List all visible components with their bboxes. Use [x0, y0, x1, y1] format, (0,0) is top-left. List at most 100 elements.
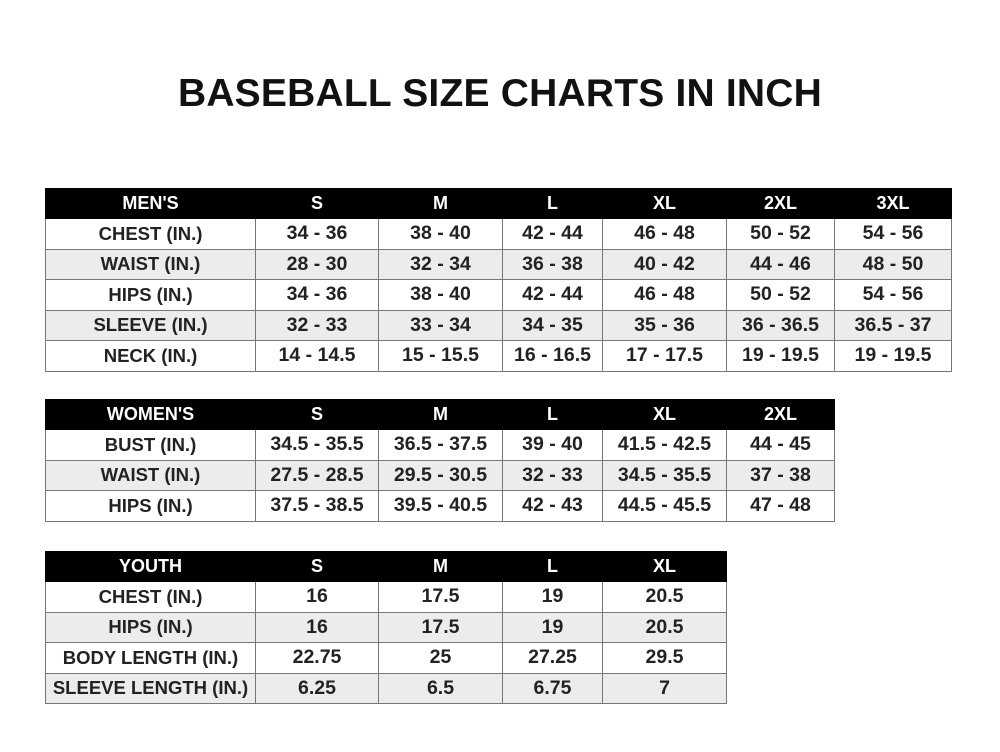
size-value: 54 - 56: [834, 218, 952, 250]
measurement-label: BUST (IN.): [45, 429, 256, 461]
size-value: 19 - 19.5: [726, 340, 835, 372]
size-value: 16: [255, 581, 379, 613]
measurement-label: HIPS (IN.): [45, 611, 256, 643]
size-header: L: [502, 399, 603, 430]
size-header: S: [255, 551, 379, 582]
header-row: YOUTH S M L XL: [45, 551, 727, 582]
size-value: 16 - 16.5: [502, 340, 603, 372]
size-value: 29.5 - 30.5: [378, 459, 503, 491]
size-value: 44 - 45: [726, 429, 835, 461]
size-value: 38 - 40: [378, 218, 503, 250]
size-value: 34 - 35: [502, 309, 603, 341]
size-value: 36.5 - 37: [834, 309, 952, 341]
table-row: WAIST (IN.) 28 - 30 32 - 34 36 - 38 40 - 42 4…: [45, 248, 952, 280]
header-row: WOMEN'S S M L XL 2XL: [45, 399, 835, 430]
size-value: 46 - 48: [602, 218, 727, 250]
size-value: 32 - 33: [255, 309, 379, 341]
size-value: 32 - 33: [502, 459, 603, 491]
size-value: 36.5 - 37.5: [378, 429, 503, 461]
youth-size-table: YOUTH S M L XL CHEST (IN.) 16 17.5 19 20.5 HIPS (I…: [45, 551, 727, 704]
size-value: 42 - 44: [502, 279, 603, 311]
size-value: 17 - 17.5: [602, 340, 727, 372]
size-value: 34 - 36: [255, 218, 379, 250]
measurement-label: BODY LENGTH (IN.): [45, 642, 256, 674]
size-value: 20.5: [602, 611, 727, 643]
size-value: 6.25: [255, 672, 379, 704]
header-row: MEN'S S M L XL 2XL 3XL: [45, 188, 952, 219]
category-header: MEN'S: [45, 188, 256, 219]
size-header: 2XL: [726, 399, 835, 430]
size-header: S: [255, 399, 379, 430]
size-value: 20.5: [602, 581, 727, 613]
size-value: 42 - 44: [502, 218, 603, 250]
size-value: 17.5: [378, 611, 503, 643]
size-value: 6.75: [502, 672, 603, 704]
size-value: 33 - 34: [378, 309, 503, 341]
size-value: 19: [502, 611, 603, 643]
size-value: 35 - 36: [602, 309, 727, 341]
table-row: SLEEVE LENGTH (IN.) 6.25 6.5 6.75 7: [45, 672, 727, 704]
measurement-label: SLEEVE (IN.): [45, 309, 256, 341]
size-value: 34.5 - 35.5: [602, 459, 727, 491]
size-header: M: [378, 399, 503, 430]
size-header: XL: [602, 188, 727, 219]
size-value: 28 - 30: [255, 248, 379, 280]
size-value: 50 - 52: [726, 218, 835, 250]
table-row: CHEST (IN.) 34 - 36 38 - 40 42 - 44 46 - 48 5…: [45, 218, 952, 250]
size-value: 27.25: [502, 642, 603, 674]
table-row: HIPS (IN.) 34 - 36 38 - 40 42 - 44 46 - 48 50…: [45, 279, 952, 311]
size-value: 7: [602, 672, 727, 704]
category-header: YOUTH: [45, 551, 256, 582]
measurement-label: CHEST (IN.): [45, 581, 256, 613]
size-value: 40 - 42: [602, 248, 727, 280]
measurement-label: HIPS (IN.): [45, 279, 256, 311]
measurement-label: NECK (IN.): [45, 340, 256, 372]
size-value: 25: [378, 642, 503, 674]
size-value: 36 - 36.5: [726, 309, 835, 341]
size-header: XL: [602, 399, 727, 430]
size-value: 34.5 - 35.5: [255, 429, 379, 461]
size-value: 15 - 15.5: [378, 340, 503, 372]
size-value: 44 - 46: [726, 248, 835, 280]
size-value: 34 - 36: [255, 279, 379, 311]
size-value: 37.5 - 38.5: [255, 490, 379, 522]
size-value: 36 - 38: [502, 248, 603, 280]
table-row: HIPS (IN.) 16 17.5 19 20.5: [45, 611, 727, 643]
table-row: BODY LENGTH (IN.) 22.75 25 27.25 29.5: [45, 642, 727, 674]
size-header: XL: [602, 551, 727, 582]
mens-size-table: MEN'S S M L XL 2XL 3XL CHEST (IN.) 34 - 36 38 - 4…: [45, 188, 952, 372]
size-value: 50 - 52: [726, 279, 835, 311]
size-value: 6.5: [378, 672, 503, 704]
size-value: 54 - 56: [834, 279, 952, 311]
size-value: 32 - 34: [378, 248, 503, 280]
size-value: 48 - 50: [834, 248, 952, 280]
size-value: 38 - 40: [378, 279, 503, 311]
measurement-label: WAIST (IN.): [45, 459, 256, 491]
table-row: BUST (IN.) 34.5 - 35.5 36.5 - 37.5 39 - 40 4…: [45, 429, 835, 461]
measurement-label: WAIST (IN.): [45, 248, 256, 280]
size-value: 29.5: [602, 642, 727, 674]
table-row: CHEST (IN.) 16 17.5 19 20.5: [45, 581, 727, 613]
womens-size-table: WOMEN'S S M L XL 2XL BUST (IN.) 34.5 - 35.5 36.5…: [45, 399, 835, 522]
measurement-label: CHEST (IN.): [45, 218, 256, 250]
size-value: 27.5 - 28.5: [255, 459, 379, 491]
page-title: BASEBALL SIZE CHARTS IN INCH: [177, 72, 823, 115]
size-value: 37 - 38: [726, 459, 835, 491]
size-value: 42 - 43: [502, 490, 603, 522]
size-value: 14 - 14.5: [255, 340, 379, 372]
size-header: 2XL: [726, 188, 835, 219]
size-header: L: [502, 551, 603, 582]
size-value: 44.5 - 45.5: [602, 490, 727, 522]
category-header: WOMEN'S: [45, 399, 256, 430]
size-value: 39 - 40: [502, 429, 603, 461]
table-row: SLEEVE (IN.) 32 - 33 33 - 34 34 - 35 35 - 36…: [45, 309, 952, 341]
size-value: 47 - 48: [726, 490, 835, 522]
table-row: HIPS (IN.) 37.5 - 38.5 39.5 - 40.5 42 - 43 4…: [45, 490, 835, 522]
size-value: 46 - 48: [602, 279, 727, 311]
size-value: 19: [502, 581, 603, 613]
size-value: 22.75: [255, 642, 379, 674]
size-header: S: [255, 188, 379, 219]
size-value: 17.5: [378, 581, 503, 613]
size-value: 41.5 - 42.5: [602, 429, 727, 461]
size-header: L: [502, 188, 603, 219]
